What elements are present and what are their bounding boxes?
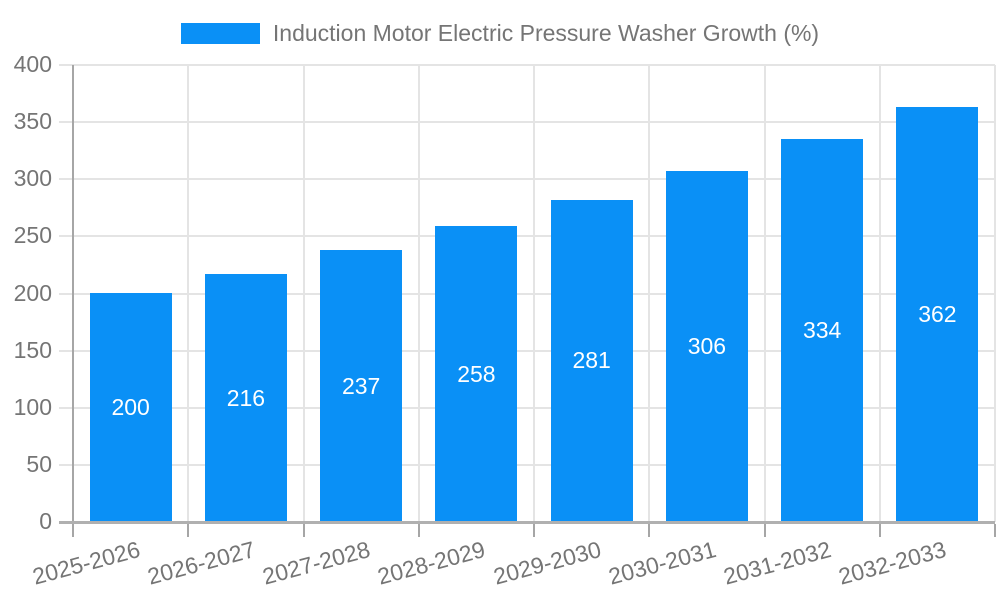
v-gridline (187, 65, 190, 522)
x-axis-baseline (59, 521, 995, 524)
h-gridline (59, 178, 995, 181)
bar (896, 107, 979, 521)
v-gridline (533, 65, 535, 522)
x-tick-label: 2025-2026 (29, 536, 143, 590)
v-gridline (302, 65, 305, 522)
y-tick-label: 300 (13, 165, 52, 192)
v-gridline (878, 65, 881, 522)
x-tick-label: 2030-2031 (605, 536, 719, 590)
legend-swatch-icon (180, 22, 260, 44)
bar-value-label: 258 (457, 360, 496, 387)
bar-value-label: 281 (572, 347, 611, 374)
bar (320, 250, 403, 521)
x-tick-label: 2029-2030 (490, 536, 604, 590)
bar (665, 171, 748, 521)
chart-legend: Induction Motor Electric Pressure Washer… (0, 20, 1000, 46)
h-gridline (59, 121, 995, 124)
y-tick-label: 150 (13, 336, 52, 363)
bar (550, 199, 633, 521)
bar (435, 226, 518, 521)
y-tick-label: 50 (26, 450, 52, 477)
v-gridline (763, 65, 766, 522)
x-tick-label: 2027-2028 (259, 536, 373, 590)
h-gridline (59, 463, 995, 466)
x-tick-label: 2026-2027 (144, 536, 258, 590)
bar-value-label: 362 (918, 301, 957, 328)
h-gridline (59, 406, 995, 409)
h-gridline (59, 235, 995, 238)
bar (89, 292, 172, 521)
bar-value-label: 334 (802, 317, 842, 344)
y-tick-label: 350 (13, 108, 52, 135)
x-axis-tick (994, 524, 996, 537)
v-gridline (417, 65, 420, 522)
h-gridline (59, 64, 995, 66)
x-axis-tick (763, 524, 766, 537)
bar-value-label: 200 (111, 393, 150, 420)
bar-value-label: 306 (687, 333, 727, 360)
x-axis-tick (187, 524, 190, 537)
v-gridline (648, 65, 651, 522)
y-tick-label: 400 (13, 51, 52, 77)
y-tick-label: 200 (13, 279, 52, 306)
x-tick-label: 2028-2029 (375, 536, 489, 590)
bar (204, 274, 287, 521)
x-tick-label: 2032-2033 (836, 536, 950, 590)
x-axis-tick (72, 524, 74, 537)
y-tick-label: 250 (13, 222, 52, 249)
bar-value-label: 216 (226, 384, 266, 411)
bar-value-label: 237 (341, 372, 381, 399)
h-gridline (59, 292, 995, 295)
h-gridline (59, 349, 995, 352)
x-axis-tick (417, 524, 420, 537)
legend-label: Induction Motor Electric Pressure Washer… (272, 19, 820, 46)
y-tick-label: 100 (13, 393, 52, 420)
bar (781, 139, 864, 521)
x-axis-tick (302, 524, 305, 537)
x-axis-tick (533, 524, 535, 537)
x-tick-label: 2031-2032 (720, 536, 834, 590)
y-tick-label: 0 (39, 508, 52, 534)
x-axis-tick (878, 524, 881, 537)
y-axis-line (72, 65, 74, 522)
x-axis-tick (648, 524, 651, 537)
v-gridline (994, 65, 996, 522)
